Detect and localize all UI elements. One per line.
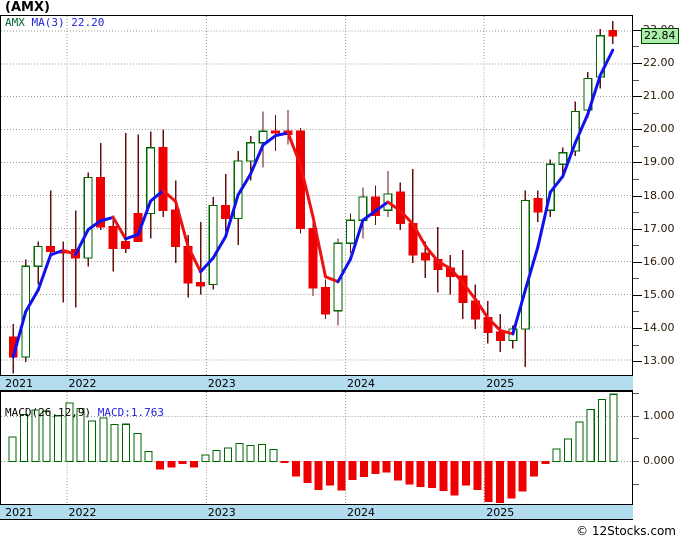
date-tick-label: 2022: [68, 506, 97, 519]
price-tick-label: 20.00: [643, 122, 675, 136]
price-minor-tick: [633, 245, 639, 247]
macd-tick: [633, 415, 639, 417]
price-tick: [633, 96, 642, 98]
price-minor-tick: [633, 344, 639, 346]
macd-minor-tick: [633, 483, 639, 485]
date-tick-label: 2021: [5, 377, 34, 390]
date-tick-label: 2024: [346, 506, 375, 519]
price-minor-tick: [633, 46, 639, 48]
macd-minor-tick: [633, 438, 639, 440]
price-tick-label: 17.00: [643, 221, 675, 235]
copyright-notice: © 12Stocks.com: [576, 524, 676, 538]
macd-legend: MACD(26,12,9) MACD:1.763: [5, 407, 164, 419]
macd-tick-label: 1.000: [643, 408, 675, 422]
price-tick-label: 18.00: [643, 188, 675, 202]
price-minor-tick: [633, 112, 639, 114]
date-tick-label: 2024: [346, 377, 375, 390]
price-legend: AMX MA(3) 22.20: [5, 17, 104, 29]
price-tick: [633, 327, 642, 329]
price-tick: [633, 29, 642, 31]
price-tick-label: 14.00: [643, 320, 675, 334]
date-tick-label: 2023: [207, 377, 236, 390]
macd-tick: [633, 461, 639, 463]
price-minor-tick: [633, 145, 639, 147]
price-tick-label: 13.00: [643, 354, 675, 368]
price-minor-tick: [633, 311, 639, 313]
price-tick: [633, 261, 642, 263]
price-tick: [633, 195, 642, 197]
macd-legend-value: MACD:1.763: [97, 406, 164, 419]
date-tick-label: 2025: [486, 377, 515, 390]
price-tick-label: 22.00: [643, 56, 675, 70]
price-tick: [633, 361, 642, 363]
date-axis-macd[interactable]: 2021 2022 2023 2024 2025: [0, 504, 633, 520]
price-candlestick-plot: [1, 16, 633, 375]
last-price-tag: 22.84: [641, 28, 679, 45]
macd-chart-panel[interactable]: [0, 391, 633, 504]
price-minor-tick: [633, 278, 639, 280]
price-chart-panel[interactable]: [0, 15, 633, 376]
price-tick-label: 15.00: [643, 287, 675, 301]
date-tick-label: 2023: [207, 506, 236, 519]
date-tick-label: 2022: [68, 377, 97, 390]
price-axis: 23.0022.0021.0020.0019.0018.0017.0016.00…: [632, 15, 680, 376]
macd-tick-label: 0.000: [643, 454, 675, 468]
date-tick-label: 2025: [486, 506, 515, 519]
macd-legend-label: MACD(26,12,9): [5, 406, 92, 419]
price-tick: [633, 294, 642, 296]
macd-minor-tick: [633, 393, 639, 395]
page-title: (AMX): [5, 0, 50, 15]
legend-symbol: AMX: [5, 16, 25, 29]
macd-axis: 1.000 0.000: [632, 391, 680, 504]
price-minor-tick: [633, 212, 639, 214]
price-minor-tick: [633, 178, 639, 180]
macd-histogram-plot: [1, 392, 633, 504]
legend-ma-label: MA(3): [31, 16, 65, 29]
legend-ma-value: 22.20: [71, 16, 105, 29]
price-tick: [633, 63, 642, 65]
price-tick: [633, 129, 642, 131]
price-minor-tick: [633, 79, 639, 81]
price-tick-label: 16.00: [643, 254, 675, 268]
price-tick-label: 21.00: [643, 89, 675, 103]
price-tick: [633, 162, 642, 164]
date-tick-label: 2021: [5, 506, 34, 519]
price-tick: [633, 228, 642, 230]
price-tick-label: 19.00: [643, 155, 675, 169]
date-axis-price[interactable]: 2021 2022 2023 2024 2025: [0, 375, 633, 391]
